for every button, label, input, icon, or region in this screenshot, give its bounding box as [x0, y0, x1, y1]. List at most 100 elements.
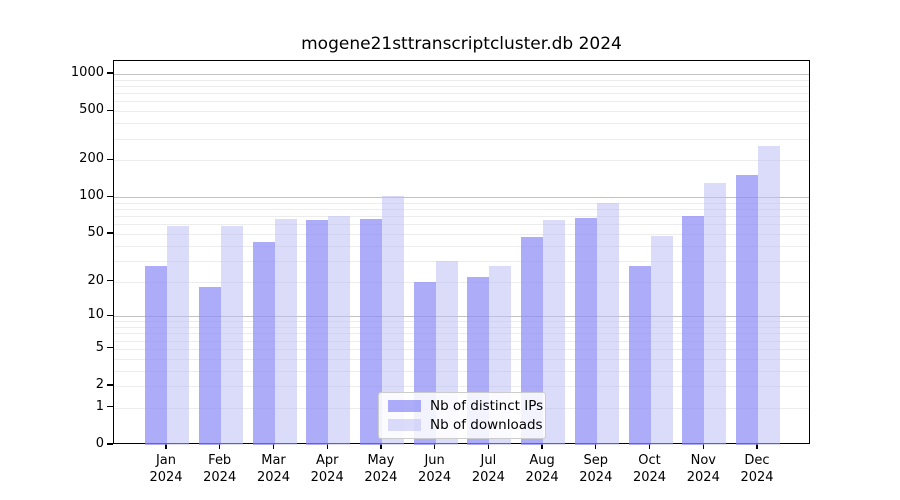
x-tick-mark-oct	[648, 444, 651, 449]
legend: Nb of distinct IPs Nb of downloads	[378, 392, 546, 439]
bar-downloads-oct	[650, 236, 673, 445]
minor-gridline-40	[114, 245, 809, 247]
x-tick-mark-jan	[165, 444, 167, 449]
x-tick-mark-feb	[219, 444, 221, 449]
x-tick-mark-may	[380, 444, 382, 449]
y-tick-mark-2	[107, 384, 113, 386]
minor-gridline-5	[114, 348, 809, 350]
bar-downloads-jan	[167, 226, 189, 445]
bar-downloads-dec	[758, 146, 780, 445]
minor-gridline-60	[114, 224, 809, 226]
y-axis-tick-label: 100	[79, 188, 104, 204]
minor-gridline-500	[114, 111, 809, 113]
x-axis-label: Apr 2024	[310, 453, 344, 485]
x-axis-label: Oct 2024	[632, 453, 667, 485]
minor-gridline-4	[114, 358, 809, 360]
legend-label-downloads: Nb of downloads	[430, 416, 543, 433]
x-tick-mark-sep	[595, 444, 597, 449]
minor-gridline-7	[114, 333, 809, 335]
major-gridline-10	[114, 316, 809, 318]
bar-distinct-ips-mar	[252, 241, 275, 445]
minor-gridline-3	[114, 370, 809, 372]
y-tick-mark-10	[107, 314, 113, 316]
bar-downloads-aug	[543, 220, 566, 445]
y-axis-tick-label: 1000	[70, 65, 104, 80]
minor-gridline-80	[114, 209, 809, 210]
bar-downloads-may	[381, 196, 404, 445]
y-axis-tick-label: 10	[87, 307, 104, 323]
major-gridline-1000	[114, 74, 809, 75]
x-tick-mark-jun	[433, 444, 436, 449]
minor-gridline-30	[114, 260, 809, 262]
y-tick-mark-0	[107, 443, 113, 445]
minor-gridline-70	[114, 216, 809, 218]
bar-downloads-apr	[328, 216, 351, 445]
bar-distinct-ips-oct	[628, 266, 651, 445]
plot-area	[113, 60, 810, 445]
x-axis-label: Sep 2024	[579, 453, 613, 485]
bar-distinct-ips-dec	[736, 174, 758, 445]
x-axis-label: Aug 2024	[525, 453, 559, 485]
bar-distinct-ips-apr	[306, 220, 329, 445]
x-tick-mark-mar	[272, 444, 275, 449]
bar-downloads-mar	[274, 219, 297, 445]
legend-item-distinct-ips: Nb of distinct IPs	[388, 397, 545, 414]
y-tick-mark-200	[107, 158, 113, 160]
y-tick-mark-100	[107, 195, 113, 197]
minor-gridline-200	[114, 160, 809, 162]
bar-downloads-nov	[704, 183, 727, 445]
minor-gridline-8	[114, 327, 809, 328]
x-axis-label: Jun 2024	[418, 453, 452, 485]
y-axis-tick-label: 500	[79, 102, 104, 118]
x-tick-mark-dec	[756, 444, 758, 449]
x-axis-label: Jul 2024	[471, 453, 505, 485]
legend-label-distinct-ips: Nb of distinct IPs	[430, 397, 544, 414]
y-axis-tick-label: 20	[87, 272, 104, 288]
y-tick-mark-50	[107, 232, 113, 234]
bar-distinct-ips-sep	[574, 217, 597, 445]
legend-swatch-downloads	[388, 419, 421, 431]
legend-swatch-distinct-ips	[388, 400, 421, 412]
x-tick-mark-apr	[326, 444, 328, 449]
y-tick-mark-20	[107, 279, 113, 282]
x-axis-label: Mar 2024	[256, 453, 291, 485]
major-gridline-100	[114, 197, 809, 199]
bar-distinct-ips-may	[359, 219, 382, 445]
minor-gridline-2	[114, 386, 809, 387]
legend-item-downloads: Nb of downloads	[388, 416, 545, 433]
x-axis-label: Jan 2024	[149, 453, 183, 485]
minor-gridline-90	[114, 202, 809, 204]
x-tick-mark-jul	[487, 444, 490, 449]
x-tick-mark-aug	[541, 444, 543, 449]
chart-title: mogene21sttranscriptcluster.db 2024	[301, 34, 622, 54]
x-tick-mark-nov	[702, 444, 704, 449]
minor-gridline-9	[114, 321, 809, 323]
y-axis-tick-label: 5	[95, 339, 104, 355]
y-axis-tick-label: 1	[95, 398, 104, 414]
minor-gridline-900	[114, 79, 809, 81]
bar-distinct-ips-nov	[682, 216, 705, 445]
bar-distinct-ips-jan	[145, 266, 167, 445]
minor-gridline-800	[114, 86, 809, 87]
minor-gridline-600	[114, 101, 809, 103]
y-axis-tick-label: 200	[79, 151, 104, 167]
x-axis-label: Nov 2024	[686, 453, 720, 485]
minor-gridline-400	[114, 123, 809, 125]
minor-gridline-300	[114, 138, 809, 140]
y-tick-mark-5	[107, 347, 113, 349]
y-axis-tick-label: 0	[95, 436, 104, 451]
y-tick-mark-1000	[107, 72, 113, 74]
bar-downloads-sep	[596, 202, 619, 445]
x-axis-label: Feb 2024	[203, 453, 237, 485]
y-axis-tick-label: 50	[87, 224, 104, 240]
bar-downloads-feb	[220, 226, 243, 445]
x-axis-label: May 2024	[364, 453, 398, 485]
y-tick-mark-500	[107, 109, 113, 111]
minor-gridline-6	[114, 340, 809, 342]
minor-gridline-700	[114, 93, 809, 95]
y-tick-mark-1	[107, 406, 113, 408]
minor-gridline-50	[114, 233, 809, 235]
y-axis-tick-label: 2	[95, 377, 104, 392]
minor-gridline-20	[114, 281, 809, 283]
